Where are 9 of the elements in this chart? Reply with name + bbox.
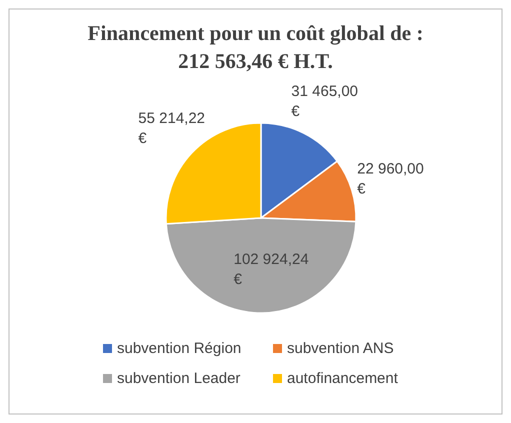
legend-label: subvention Leader xyxy=(117,370,240,387)
data-label: 31 465,00 € xyxy=(291,82,358,120)
chart-title: Financement pour un coût global de : 212 563,46 € H.T. xyxy=(88,21,424,73)
legend-label: subvention ANS xyxy=(287,340,394,357)
data-label: 55 214,22 € xyxy=(138,110,206,147)
data-label: 22 960,00 € xyxy=(357,160,424,198)
legend-label: autofinancement xyxy=(287,370,399,387)
legend-label: subvention Région xyxy=(117,340,242,357)
data-label: 102 924,24 € xyxy=(234,251,309,288)
